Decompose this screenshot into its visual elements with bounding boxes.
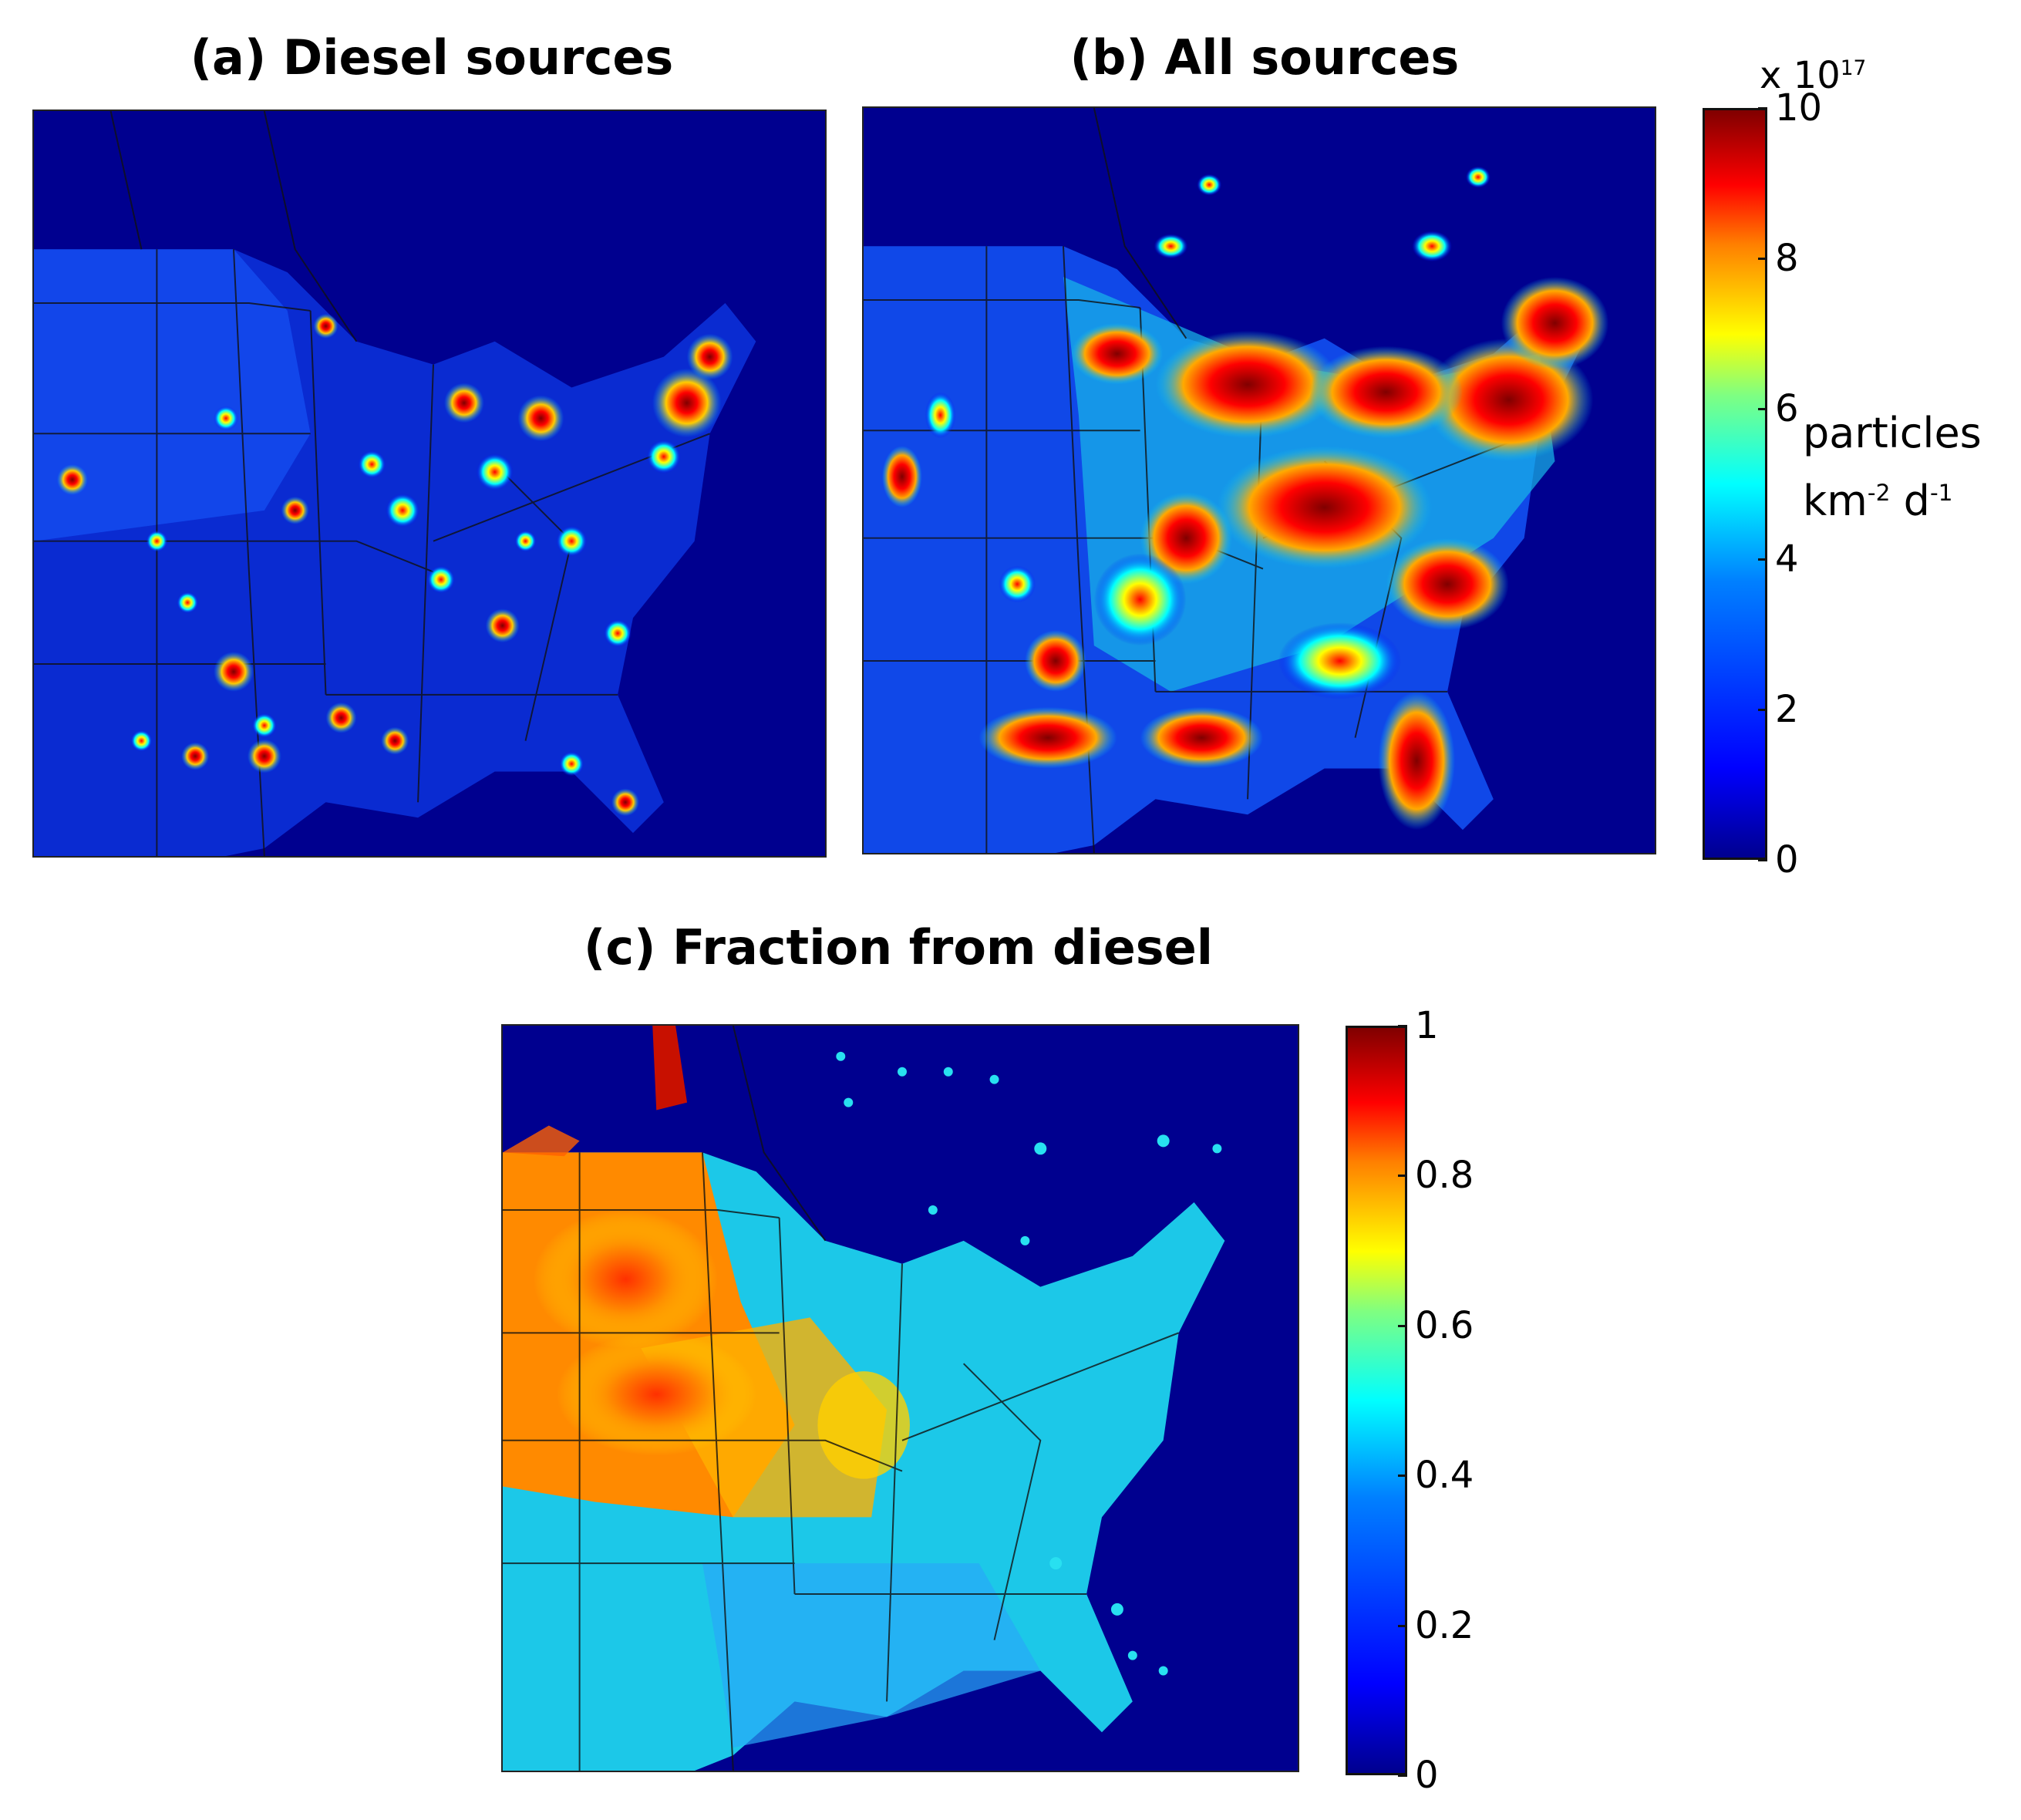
- map-b-layer: [864, 108, 1609, 853]
- colorbar-top-exponent: x 1017: [1760, 54, 1867, 97]
- colorbar-top-tick-label: 6: [1775, 387, 1799, 430]
- colorbar-top-tick-label: 10: [1775, 86, 1823, 130]
- colorbar-bottom-tick-mark: [1398, 1324, 1407, 1327]
- colorbar-bottom-tick-mark: [1398, 1624, 1407, 1627]
- colorbar-top-tick-label: 4: [1775, 538, 1799, 581]
- colorbar-bottom-tick-mark: [1398, 1175, 1407, 1178]
- map-a-layer: [34, 111, 756, 856]
- south-blue-patches: [702, 1563, 1041, 1748]
- colorbar-top-tick-label: 2: [1775, 688, 1799, 731]
- colorbar-bottom-tick-mark: [1398, 1475, 1407, 1478]
- colorbar-bottom-tick-mark: [1398, 1775, 1407, 1777]
- colorbar-bottom-tick-label: 0.2: [1415, 1603, 1474, 1647]
- canada-patch-2: [503, 1125, 580, 1157]
- map-diesel-sources: [32, 110, 827, 858]
- plains-glow: [34, 249, 311, 541]
- colorbar-top-tick-mark: [1758, 709, 1767, 711]
- colorbar-top-tick-mark: [1758, 408, 1767, 410]
- colorbar-bottom-tick-label: 0.8: [1415, 1154, 1474, 1198]
- map-fraction-from-diesel: [501, 1024, 1299, 1772]
- colorbar-bottom-tick-label: 0.6: [1415, 1303, 1474, 1347]
- panel-c-title: (c) Fraction from diesel: [584, 919, 1213, 976]
- colorbar-top-unit-line2: km-2 d-1: [1803, 477, 1953, 525]
- map-c-layer: [503, 1026, 1225, 1771]
- colorbar-top-tick-mark: [1758, 107, 1767, 110]
- colorbar-top-tick-mark: [1758, 558, 1767, 561]
- map-all-sources: [862, 106, 1656, 854]
- colorbar-top-tick-label: 0: [1775, 838, 1799, 881]
- colorbar-top-unit-line1: particles: [1803, 409, 1982, 457]
- colorbar-bottom: [1346, 1026, 1407, 1775]
- colorbar-bottom-tick-label: 1: [1415, 1004, 1439, 1047]
- colorbar-bottom-tick-label: 0.4: [1415, 1454, 1474, 1498]
- canada-patch: [652, 1026, 688, 1111]
- colorbar-top: [1703, 108, 1767, 860]
- colorbar-bottom-tick-mark: [1398, 1025, 1407, 1027]
- colorbar-top-tick-mark: [1758, 859, 1767, 861]
- colorbar-bottom-tick-label: 0: [1415, 1754, 1439, 1797]
- colorbar-top-tick-label: 8: [1775, 237, 1799, 280]
- colorbar-top-tick-mark: [1758, 258, 1767, 260]
- panel-a-title: (a) Diesel sources: [190, 29, 674, 86]
- panel-b-title: (b) All sources: [1069, 29, 1460, 86]
